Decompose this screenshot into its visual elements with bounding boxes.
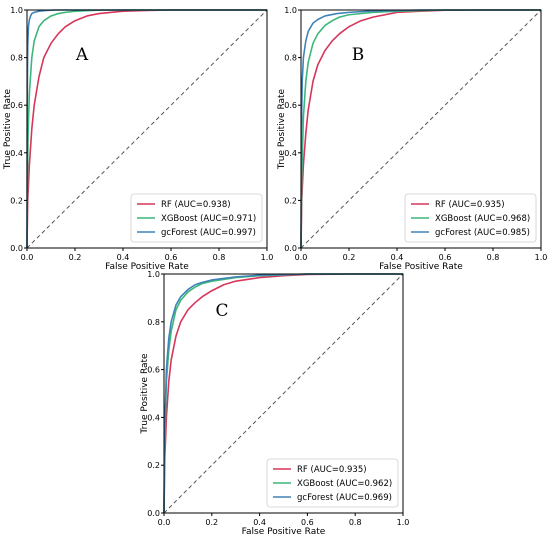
legend-entry-label: gcForest (AUC=0.997) xyxy=(161,228,256,238)
x-tick-label: 0.8 xyxy=(487,253,500,262)
y-tick-label: 0.8 xyxy=(284,54,297,63)
y-tick-label: 0.0 xyxy=(147,509,160,518)
x-tick-label: 1.0 xyxy=(535,253,548,262)
y-axis-label: True Positive Rate xyxy=(3,88,13,170)
x-axis-label: False Positive Rate xyxy=(242,527,326,535)
y-axis-label: True Positive Rate xyxy=(277,88,287,170)
roc-curve-xgboost xyxy=(300,9,541,249)
y-axis-label: True Positive Rate xyxy=(140,353,150,435)
legend: RF (AUC=0.935) XGBoost (AUC=0.962) gcFores… xyxy=(266,458,399,508)
x-tick-label: 0.2 xyxy=(205,518,218,527)
y-tick-label: 0.4 xyxy=(10,149,23,158)
legend-entry-label: XGBoost (AUC=0.968) xyxy=(435,214,530,224)
legend-entry-label: RF (AUC=0.938) xyxy=(161,200,231,210)
x-axis-label: False Positive Rate xyxy=(105,262,189,272)
x-tick-label: 0.4 xyxy=(253,518,266,527)
x-tick-label: 0.2 xyxy=(69,253,82,262)
legend-box xyxy=(130,193,263,243)
x-tick-label: 1.0 xyxy=(397,518,410,527)
legend-entry-label: RF (AUC=0.935) xyxy=(297,465,367,475)
y-tick-label: 0.4 xyxy=(284,149,297,158)
y-tick-label: 0.6 xyxy=(10,101,23,110)
panel-label: B xyxy=(352,45,365,65)
roc-panel-c: 0.0 0.2 0.4 0.6 0.8 1.0 0.0 0.2 0.4 0.6 0.8 1.0 Fals… xyxy=(140,270,409,535)
legend-entry-label: gcForest (AUC=0.985) xyxy=(435,228,530,238)
legend-entry-label: gcForest (AUC=0.969) xyxy=(297,493,392,503)
y-tick-label: 1.0 xyxy=(284,6,297,15)
y-tick-label: 0.8 xyxy=(10,54,23,63)
y-tick-label: 0.4 xyxy=(147,413,160,422)
x-tick-label: 0.6 xyxy=(165,253,178,262)
chance-diagonal-line xyxy=(300,9,542,249)
x-tick-label: 1.0 xyxy=(261,253,274,262)
x-tick-label: 0.2 xyxy=(343,253,356,262)
y-tick-label: 0.0 xyxy=(284,244,297,253)
plot-frame xyxy=(26,9,268,249)
legend-entry-label: XGBoost (AUC=0.971) xyxy=(161,214,256,224)
panel-label: C xyxy=(215,301,228,321)
x-tick-label: 0.4 xyxy=(391,253,404,262)
roc-curve-gcforest xyxy=(163,273,403,514)
x-tick-label: 0.0 xyxy=(295,253,308,262)
y-tick-label: 0.2 xyxy=(10,196,23,205)
legend-entry-label: RF (AUC=0.935) xyxy=(435,200,505,210)
y-tick-label: 0.8 xyxy=(147,318,160,327)
legend: RF (AUC=0.938) XGBoost (AUC=0.971) gcFores… xyxy=(130,193,263,243)
chance-diagonal-line xyxy=(26,9,268,249)
roc-panel-b: 0.0 0.2 0.4 0.6 0.8 1.0 0.0 0.2 0.4 0.6 0.8 1.0 Fals… xyxy=(277,6,547,272)
legend: RF (AUC=0.935) XGBoost (AUC=0.968) gcFores… xyxy=(404,193,537,243)
y-tick-label: 0.6 xyxy=(147,366,160,375)
roc-panel-a: 0.0 0.2 0.4 0.6 0.8 1.0 0.0 0.2 0.4 0.6 0.8 1.0 Fals… xyxy=(3,6,273,272)
y-tick-label: 0.2 xyxy=(284,196,297,205)
x-tick-label: 0.0 xyxy=(21,253,34,262)
panel-label: A xyxy=(75,45,89,65)
y-tick-label: 0.2 xyxy=(147,461,160,470)
x-tick-label: 0.6 xyxy=(301,518,314,527)
x-tick-label: 0.8 xyxy=(213,253,226,262)
roc-curve-gcforest xyxy=(300,9,541,249)
x-tick-label: 0.4 xyxy=(117,253,130,262)
y-tick-label: 1.0 xyxy=(10,6,23,15)
x-tick-label: 0.6 xyxy=(439,253,452,262)
plot-frame xyxy=(300,9,542,249)
y-tick-label: 0.0 xyxy=(10,244,23,253)
x-tick-label: 0.8 xyxy=(349,518,362,527)
legend-box xyxy=(404,193,537,243)
legend-entry-label: XGBoost (AUC=0.962) xyxy=(297,479,392,489)
chance-diagonal-line xyxy=(163,273,404,514)
y-tick-label: 0.6 xyxy=(284,101,297,110)
x-tick-label: 0.0 xyxy=(158,518,171,527)
y-tick-label: 1.0 xyxy=(147,270,160,279)
plot-frame xyxy=(163,273,404,514)
x-axis-label: False Positive Rate xyxy=(379,262,463,272)
legend-box xyxy=(266,458,399,508)
